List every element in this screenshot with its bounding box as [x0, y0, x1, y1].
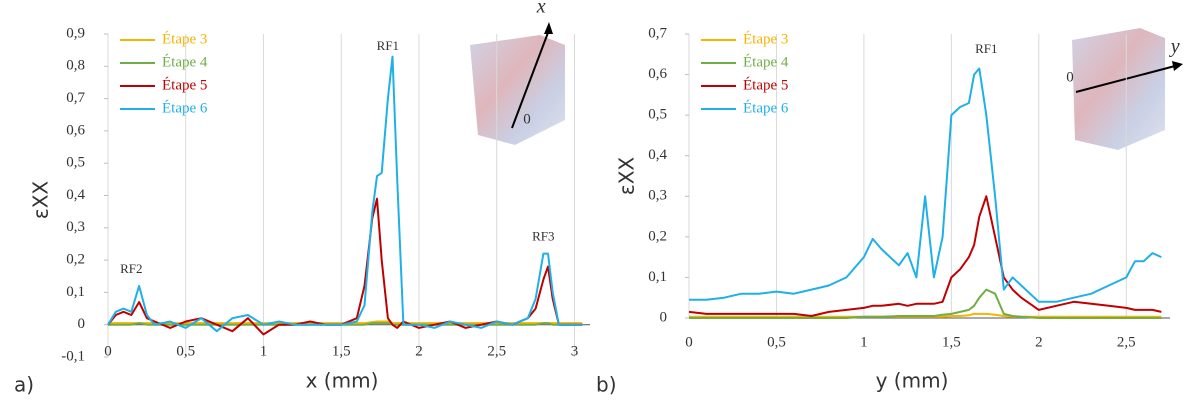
y-tick-label: 0,3: [648, 188, 667, 204]
y-tick-label: -0,1: [61, 348, 85, 364]
series-line: [107, 197, 583, 336]
x-tick-label: 1,5: [942, 334, 961, 350]
y-tick-label: 0,5: [648, 107, 667, 123]
annotation: RF1: [975, 41, 997, 56]
legend-label: Étape 3: [743, 30, 788, 47]
inset-origin-label: 0: [523, 111, 531, 127]
legend-label: Étape 5: [743, 76, 788, 93]
y-axis-title: εXX: [29, 181, 53, 220]
x-tick-label: 1: [860, 334, 868, 350]
y-tick-label: 0,1: [66, 284, 85, 300]
y-tick-label: 0,1: [648, 269, 667, 285]
x-tick-label: 0: [104, 343, 112, 359]
legend-label: Étape 4: [162, 53, 208, 70]
legend-label: Étape 5: [162, 76, 207, 93]
x-tick-label: 3: [571, 343, 579, 359]
y-axis-title: εXX: [615, 157, 639, 196]
y-tick-label: 0,5: [66, 155, 85, 171]
y-tick-label: 0: [78, 316, 86, 332]
x-tick-label: 1,5: [332, 343, 351, 359]
series-line: [108, 322, 583, 326]
y-tick-label: 0,3: [66, 219, 85, 235]
inset-axis-label: x⃗: [536, 0, 561, 18]
annotation: RF2: [120, 261, 142, 276]
panel-label: b): [596, 373, 617, 397]
series-line: [107, 55, 583, 333]
y-tick-label: 0,4: [648, 147, 667, 163]
series-line: [689, 312, 1162, 318]
inset-b: [1072, 28, 1183, 150]
y-tick-label: 0,6: [648, 66, 667, 82]
inset-a: [470, 22, 565, 145]
x-tick-label: 1: [260, 343, 268, 359]
series-line: [689, 288, 1162, 319]
panel-label: a): [14, 373, 34, 397]
annotation: RF3: [532, 228, 554, 243]
x-tick-label: 0,5: [767, 334, 786, 350]
x-tick-label: 0,5: [176, 343, 195, 359]
inset-origin-label: 0: [1066, 69, 1074, 85]
x-tick-label: 2,5: [1117, 334, 1136, 350]
y-tick-label: 0,9: [66, 25, 85, 41]
y-tick-label: 0,8: [66, 58, 85, 74]
y-tick-label: 0,2: [66, 252, 85, 268]
y-tick-label: 0,7: [648, 25, 667, 41]
y-tick-label: 0,6: [66, 122, 85, 138]
legend-label: Étape 3: [162, 30, 207, 47]
x-axis-title: y (mm): [876, 369, 949, 393]
x-axis-title: x (mm): [306, 369, 379, 393]
annotation: RF1: [377, 38, 399, 53]
legend-label: Étape 6: [162, 99, 208, 116]
y-tick-label: 0,4: [66, 187, 85, 203]
series-line: [688, 195, 1162, 317]
x-tick-label: 2: [415, 343, 423, 359]
y-tick-label: 0: [660, 309, 668, 325]
series-line: [689, 67, 1162, 303]
legend-label: Étape 6: [743, 99, 789, 116]
inset-axis-label: y⃗: [1169, 36, 1192, 58]
y-tick-label: 0,7: [66, 90, 85, 106]
legend-label: Étape 4: [743, 53, 789, 70]
x-tick-label: 2,5: [487, 343, 506, 359]
y-tick-label: 0,2: [648, 228, 667, 244]
x-tick-label: 2: [1035, 334, 1043, 350]
x-tick-label: 0: [685, 334, 693, 350]
